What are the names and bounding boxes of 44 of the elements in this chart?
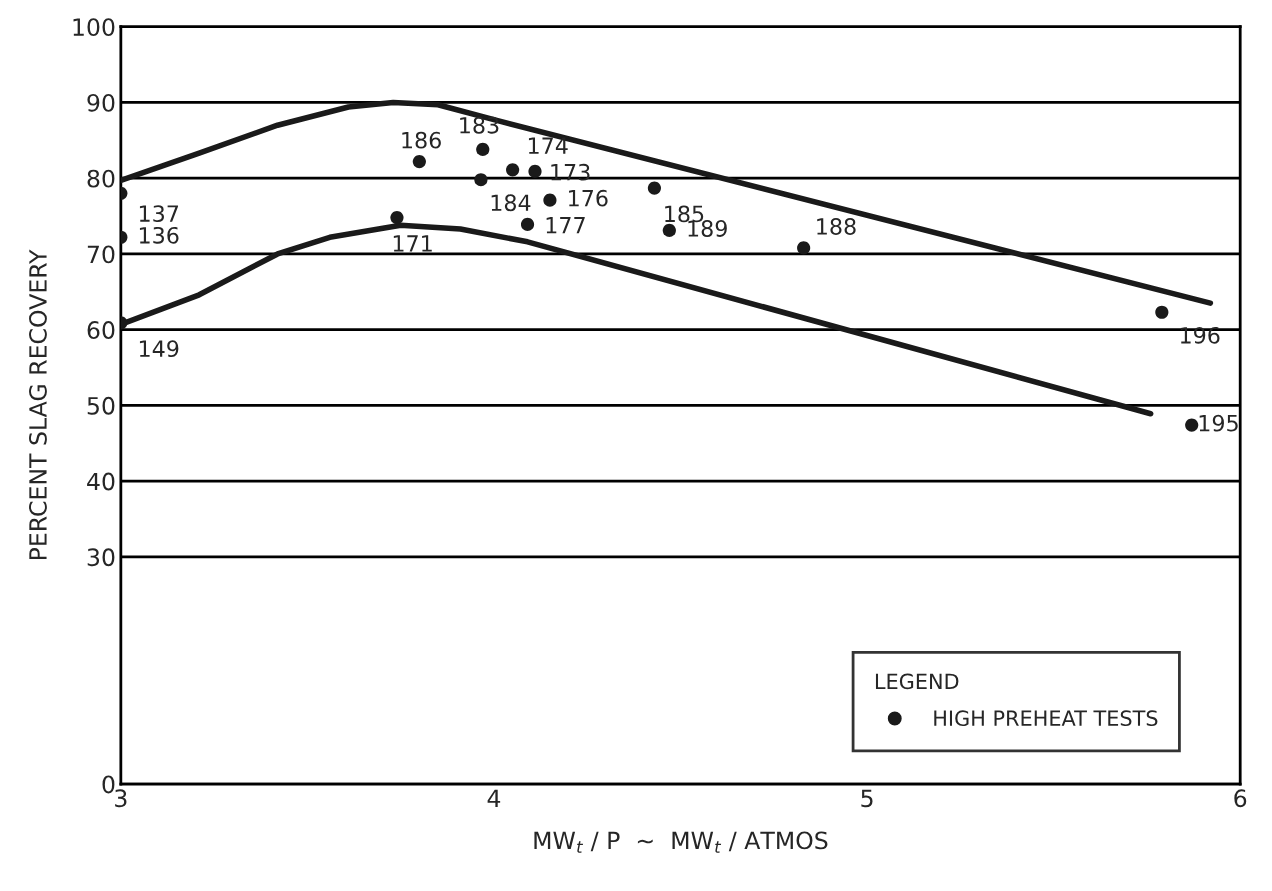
- annotation: 174: [528, 137, 568, 154]
- y-tick-label: 80: [87, 169, 115, 188]
- y-tick-label: 70: [87, 245, 115, 264]
- point: [1155, 305, 1169, 319]
- y-tick-label: 100: [73, 18, 115, 37]
- point: [476, 142, 490, 157]
- annotation: 136: [139, 226, 179, 244]
- point: [797, 241, 811, 255]
- point: [528, 164, 542, 178]
- annotation: 184: [491, 194, 531, 212]
- y-tick-label: 60: [87, 321, 115, 339]
- legend-label: HIGH PREHEAT TESTS: [934, 710, 1158, 727]
- annotation: 137: [139, 205, 179, 223]
- annotation: 195: [1199, 414, 1238, 432]
- x-axis-title: MW$_{t}$ / P ~ MW$_{t}$ / ATMOS: [534, 831, 828, 853]
- annotation: 177: [546, 217, 585, 234]
- annotation: 176: [569, 189, 608, 207]
- y-tick-label: 0: [102, 775, 115, 794]
- x-tick-label: 5: [861, 789, 873, 808]
- y-tick-label: 30: [87, 548, 115, 567]
- annotation: 186: [402, 131, 441, 149]
- y-tick-label: 90: [87, 93, 115, 112]
- x-tick-label: 6: [1234, 789, 1247, 808]
- point: [520, 217, 535, 231]
- annotation: 183: [460, 116, 499, 134]
- annotation: 171: [393, 235, 432, 252]
- point: [543, 193, 557, 207]
- x-tick-label: 3: [115, 789, 127, 808]
- point: [390, 210, 404, 225]
- y-axis-title: PERCENT SLAG RECOVERY: [29, 249, 47, 560]
- annotation: 188: [817, 218, 856, 235]
- annotation: 149: [139, 340, 179, 358]
- y-tick-label: 40: [87, 472, 115, 491]
- point: [1185, 418, 1199, 432]
- y-tick-label: 50: [87, 396, 115, 415]
- point: [474, 173, 488, 187]
- legend-title: LEGEND: [875, 673, 959, 690]
- annotation: 173: [551, 163, 590, 181]
- point: [647, 181, 661, 195]
- point: [662, 223, 676, 238]
- point: [506, 163, 520, 177]
- annotation: 196: [1180, 326, 1220, 344]
- x-tick-label: 4: [487, 789, 501, 807]
- point: [412, 154, 426, 169]
